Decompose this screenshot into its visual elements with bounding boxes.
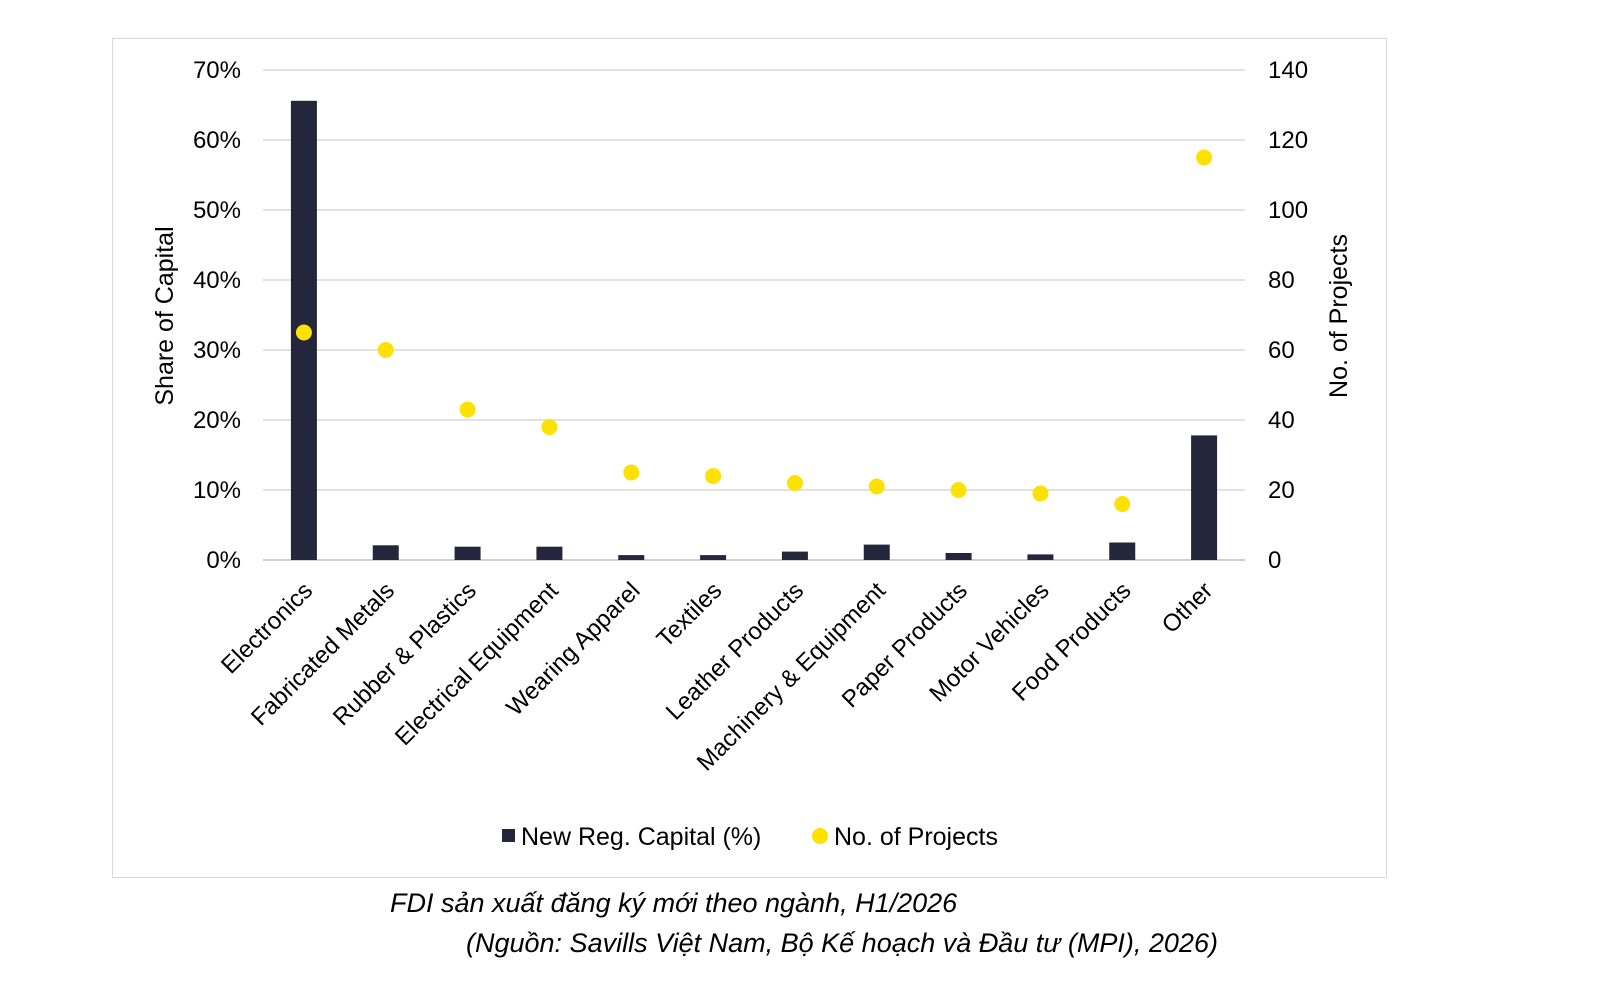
project-dot bbox=[295, 324, 312, 341]
left-axis-ticks: 0% 10% 20% 30% 40% 50% 60% 70% bbox=[193, 57, 241, 574]
category-label: Electrical Equipment bbox=[390, 577, 564, 751]
right-tick-label: 40 bbox=[1268, 407, 1295, 434]
left-tick-label: 40% bbox=[193, 267, 241, 294]
capital-bars bbox=[290, 100, 1218, 561]
left-tick-label: 10% bbox=[193, 477, 241, 504]
project-dot bbox=[541, 419, 558, 435]
left-tick-label: 50% bbox=[193, 197, 241, 224]
right-tick-label: 80 bbox=[1268, 267, 1295, 294]
left-tick-label: 70% bbox=[193, 57, 241, 84]
category-label: Fabricated Metals bbox=[246, 577, 400, 731]
right-axis-ticks: 0 20 40 60 80 100 120 140 bbox=[1268, 57, 1308, 574]
left-tick-label: 60% bbox=[193, 127, 241, 154]
gridlines bbox=[263, 69, 1245, 561]
bar bbox=[1191, 435, 1218, 560]
bar bbox=[781, 551, 808, 560]
left-tick-label: 0% bbox=[206, 547, 241, 574]
combo-chart: 0% 10% 20% 30% 40% 50% 60% 70% 0 20 40 60 80 100 120 1… bbox=[151, 57, 1353, 851]
bar bbox=[945, 553, 972, 560]
project-dot bbox=[1032, 485, 1049, 502]
project-dot bbox=[1114, 496, 1131, 512]
caption-source: (Nguồn: Savills Việt Nam, Bộ Kế hoạch và… bbox=[466, 928, 1218, 958]
category-label: Other bbox=[1157, 577, 1219, 639]
caption-title: FDI sản xuất đăng ký mới theo ngành, H1/… bbox=[390, 888, 958, 918]
legend-dot-label: No. of Projects bbox=[834, 823, 998, 851]
right-tick-label: 100 bbox=[1268, 197, 1308, 224]
bar bbox=[863, 544, 890, 560]
project-dot bbox=[1196, 149, 1213, 166]
bar bbox=[700, 555, 727, 560]
chart-frame bbox=[112, 38, 1387, 878]
legend-dot-swatch bbox=[812, 828, 828, 844]
right-tick-label: 0 bbox=[1268, 547, 1281, 574]
left-axis-title: Share of Capital bbox=[151, 226, 179, 405]
right-tick-label: 140 bbox=[1268, 57, 1308, 84]
bar bbox=[1027, 554, 1054, 560]
left-tick-label: 30% bbox=[193, 337, 241, 364]
project-dot bbox=[705, 468, 722, 484]
bar bbox=[1109, 542, 1136, 560]
project-dot bbox=[868, 478, 885, 495]
bar bbox=[372, 545, 399, 560]
bar bbox=[454, 546, 481, 560]
bar bbox=[618, 555, 645, 560]
bar bbox=[536, 546, 563, 560]
right-tick-label: 20 bbox=[1268, 477, 1295, 504]
project-dot bbox=[459, 401, 476, 418]
legend: New Reg. Capital (%) No. of Projects bbox=[502, 823, 998, 851]
legend-bar-label: New Reg. Capital (%) bbox=[521, 823, 761, 851]
project-dot bbox=[950, 482, 967, 498]
right-tick-label: 120 bbox=[1268, 127, 1308, 154]
project-dot bbox=[377, 342, 394, 358]
category-label: Rubber & Plastics bbox=[328, 577, 482, 731]
right-axis-title: No. of Projects bbox=[1325, 234, 1353, 398]
category-label: Leather Products bbox=[661, 577, 809, 725]
left-tick-label: 20% bbox=[193, 407, 241, 434]
project-dots bbox=[295, 149, 1213, 512]
category-label: Textiles bbox=[652, 577, 728, 653]
project-dot bbox=[786, 475, 803, 491]
project-dot bbox=[623, 464, 640, 481]
right-tick-label: 60 bbox=[1268, 337, 1295, 364]
legend-bar-swatch bbox=[502, 829, 515, 842]
